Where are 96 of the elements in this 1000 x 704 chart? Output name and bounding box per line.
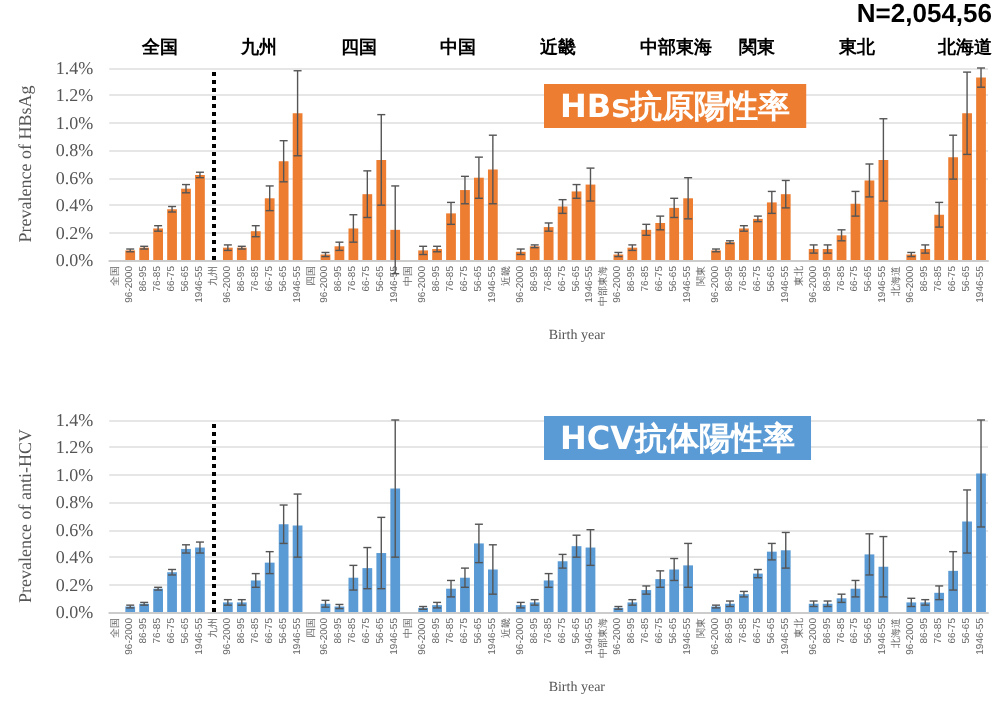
bar bbox=[850, 203, 861, 260]
y-tick-label: 0.6% bbox=[55, 167, 95, 188]
bar bbox=[543, 227, 554, 260]
bar bbox=[153, 228, 163, 260]
y-tick-label: 0.0% bbox=[55, 250, 95, 270]
bar bbox=[962, 521, 972, 612]
chart-title: HCV抗体陽性率 bbox=[560, 419, 796, 457]
bar bbox=[362, 568, 373, 612]
bar bbox=[766, 202, 777, 260]
bar bbox=[683, 565, 694, 612]
y-tick-label: 0.2% bbox=[55, 574, 95, 595]
text: HBs抗原陽性率 bbox=[560, 87, 791, 125]
bar bbox=[669, 569, 680, 612]
bar bbox=[250, 231, 261, 260]
bar bbox=[348, 228, 359, 260]
y-tick-label: 0.4% bbox=[55, 547, 95, 568]
y-tick-label: 0.0% bbox=[55, 602, 95, 622]
bar bbox=[446, 213, 456, 260]
bar bbox=[474, 177, 484, 260]
y-tick-label: 1.2% bbox=[55, 85, 95, 106]
bar bbox=[153, 588, 163, 612]
bar bbox=[725, 242, 735, 260]
bar bbox=[669, 207, 680, 260]
y-tick-label: 1.2% bbox=[55, 437, 95, 458]
y-tick-label: 0.4% bbox=[55, 195, 95, 216]
bar bbox=[934, 214, 945, 260]
bar bbox=[976, 473, 986, 612]
bar bbox=[181, 548, 191, 612]
y-tick-label: 1.0% bbox=[55, 112, 95, 133]
bar bbox=[780, 550, 791, 612]
bar bbox=[278, 161, 289, 260]
text: 東北 bbox=[836, 37, 877, 59]
text: 近畿 bbox=[538, 37, 576, 59]
bar bbox=[655, 579, 666, 612]
bar bbox=[264, 198, 275, 260]
bar bbox=[655, 222, 666, 260]
bar bbox=[962, 113, 972, 260]
bar bbox=[571, 191, 582, 260]
bar bbox=[390, 488, 401, 612]
bar bbox=[195, 174, 205, 260]
bar bbox=[641, 590, 652, 612]
text: 中国 bbox=[440, 37, 477, 59]
bar bbox=[487, 169, 498, 260]
bar bbox=[529, 246, 540, 260]
bar bbox=[376, 553, 387, 612]
text: 関東 bbox=[739, 37, 778, 59]
y-tick-label: 0.8% bbox=[55, 492, 95, 513]
bar bbox=[557, 206, 568, 260]
bar bbox=[766, 551, 777, 612]
bar bbox=[278, 524, 289, 612]
chart-subtitle: N=2,054,56 bbox=[856, 0, 993, 28]
bar bbox=[348, 577, 359, 612]
bar bbox=[878, 159, 889, 260]
y-tick-label: 0.6% bbox=[55, 519, 95, 540]
y-tick-label: 1.4% bbox=[55, 410, 95, 430]
bar bbox=[125, 250, 136, 260]
bar bbox=[976, 77, 986, 260]
bar bbox=[390, 229, 401, 260]
bar bbox=[543, 580, 554, 612]
bar bbox=[864, 180, 875, 260]
text: 全国 bbox=[139, 37, 178, 59]
text: 四国 bbox=[340, 37, 377, 59]
text: 北海道 bbox=[936, 37, 995, 59]
bar bbox=[683, 198, 694, 260]
y-tick-label: 0.2% bbox=[55, 222, 95, 243]
bar bbox=[292, 113, 303, 260]
bar bbox=[167, 209, 177, 260]
y-tick-label: 1.4% bbox=[55, 58, 95, 78]
bar bbox=[571, 546, 582, 612]
y-axis-title: Prevalence of anti-HCV bbox=[15, 428, 35, 603]
bar bbox=[460, 190, 470, 260]
y-axis-title: Prevalence of HBsAg bbox=[15, 84, 35, 243]
bar bbox=[752, 218, 763, 260]
bar bbox=[739, 228, 749, 260]
bar bbox=[585, 547, 596, 612]
bar bbox=[167, 572, 177, 612]
bar bbox=[641, 229, 652, 260]
bar bbox=[557, 561, 568, 612]
bar bbox=[474, 543, 484, 612]
bar bbox=[292, 525, 303, 612]
bar bbox=[864, 554, 875, 612]
bar bbox=[362, 194, 373, 260]
bar bbox=[250, 580, 261, 612]
text: 九州 bbox=[239, 37, 278, 59]
bar bbox=[195, 547, 205, 612]
bar bbox=[948, 157, 959, 260]
y-tick-label: 0.8% bbox=[55, 140, 95, 161]
text: 中部東海 bbox=[639, 37, 712, 59]
y-tick-label: 1.0% bbox=[55, 464, 95, 485]
bar bbox=[752, 573, 763, 612]
bar bbox=[460, 577, 470, 612]
bar bbox=[264, 562, 275, 612]
bar bbox=[585, 184, 596, 260]
bar bbox=[376, 159, 387, 260]
bar bbox=[181, 188, 191, 260]
bar bbox=[780, 194, 791, 260]
